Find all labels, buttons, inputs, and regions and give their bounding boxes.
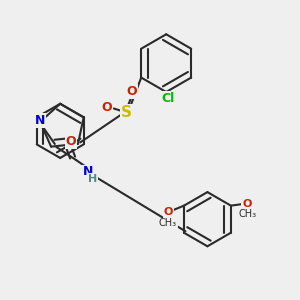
Text: H: H [88, 174, 98, 184]
Text: O: O [126, 85, 137, 98]
Text: O: O [101, 100, 112, 113]
Text: CH₃: CH₃ [159, 218, 177, 228]
Text: O: O [242, 199, 252, 209]
Text: S: S [121, 105, 132, 120]
Text: O: O [164, 207, 173, 217]
Text: Cl: Cl [161, 92, 174, 105]
Text: N: N [83, 166, 93, 178]
Text: CH₃: CH₃ [238, 209, 257, 220]
Text: O: O [66, 135, 76, 148]
Text: N: N [35, 114, 45, 127]
